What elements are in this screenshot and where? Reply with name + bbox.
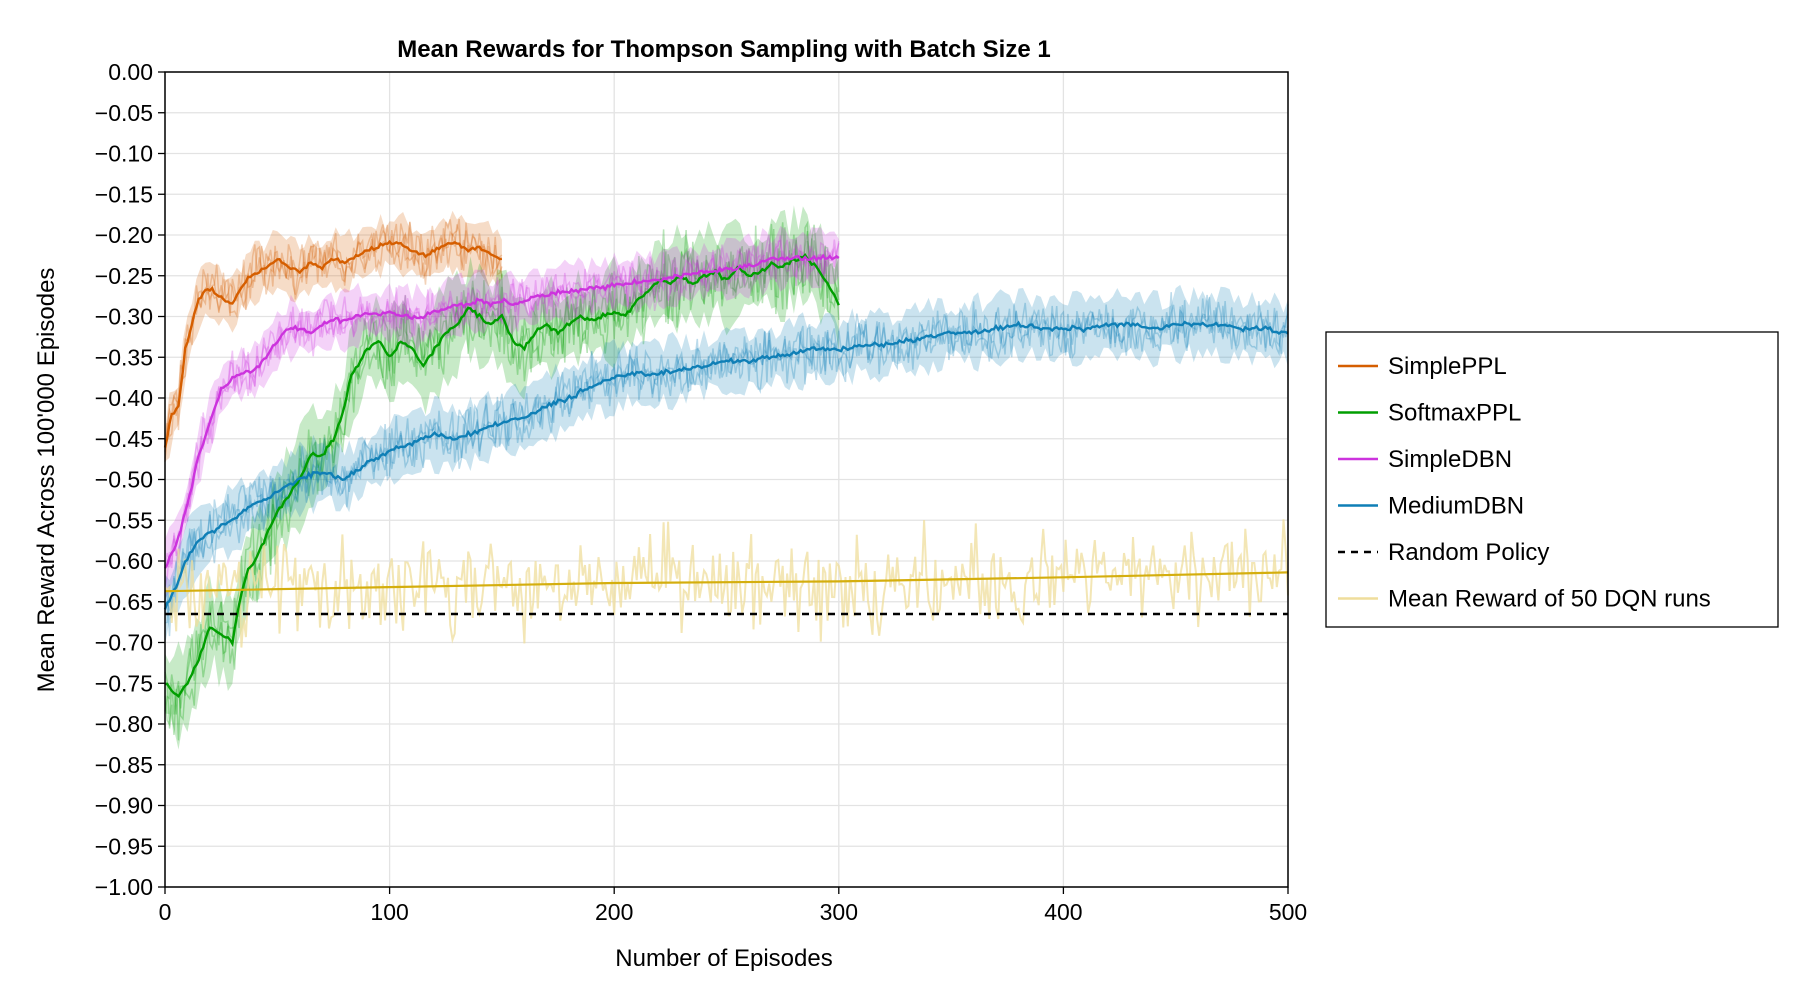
y-tick-label: −0.60 [95, 548, 153, 574]
y-tick-label: −0.95 [95, 833, 153, 859]
legend-label: Mean Reward of 50 DQN runs [1388, 586, 1711, 613]
legend-label: SimpleDBN [1388, 446, 1512, 473]
y-tick-label: −0.20 [95, 222, 153, 248]
legend-box [1325, 331, 1779, 628]
x-tick-label: 300 [820, 899, 858, 925]
y-tick-label: −0.40 [95, 385, 153, 411]
y-tick-label: −0.85 [95, 752, 153, 778]
y-axis-title: Mean Reward Across 100'000 Episodes [33, 268, 60, 693]
y-axis: 0.00 −0.05 −0.10 −0.15 −0.20 −0.25 −0.30 −0.35 −… [95, 59, 165, 900]
y-tick-label: −0.75 [95, 670, 153, 696]
y-tick-label: −0.15 [95, 181, 153, 207]
y-tick-label: −0.55 [95, 507, 153, 533]
legend: SimplePPL SoftmaxPPL SimpleDBN MediumDBN Ran… [1325, 331, 1779, 628]
x-tick-label: 400 [1044, 899, 1082, 925]
run-MediumDBN [164, 300, 1289, 614]
y-tick-label: −0.25 [95, 263, 153, 289]
x-tick-label: 0 [159, 899, 172, 925]
x-axis-title: Number of Episodes [615, 945, 832, 972]
run-SoftmaxPPL [164, 225, 840, 741]
y-tick-label: −0.45 [95, 426, 153, 452]
legend-label: SoftmaxPPL [1388, 400, 1521, 427]
y-tick-label: −0.70 [95, 630, 153, 656]
chart-title: Mean Rewards for Thompson Sampling with … [397, 36, 1050, 63]
y-tick-label: −0.35 [95, 344, 153, 370]
line-MediumDBN [163, 320, 1289, 610]
series-lines [163, 239, 1289, 698]
x-tick-label: 200 [595, 899, 633, 925]
y-tick-label: −0.10 [95, 141, 153, 167]
run-SoftmaxPPL [164, 222, 840, 715]
run-MediumDBN [164, 292, 1289, 637]
x-tick-label: 500 [1269, 899, 1307, 925]
y-tick-label: −1.00 [95, 874, 153, 900]
band-SimplePPL [165, 210, 502, 462]
run-SimpleDBN [164, 239, 840, 588]
run-SimplePPL [164, 218, 503, 459]
line-SimpleDBN [163, 253, 840, 569]
y-tick-label: −0.80 [95, 711, 153, 737]
legend-label: SimplePPL [1388, 353, 1507, 380]
y-tick-label: −0.05 [95, 100, 153, 126]
band-MediumDBN [165, 284, 1288, 646]
x-axis: 0 100 200 300 400 500 [159, 887, 1307, 925]
line-SimplePPL [163, 239, 503, 448]
y-tick-label: −0.65 [95, 589, 153, 615]
dqn-run-noise [164, 519, 1289, 648]
dqn-mean-line [164, 571, 1289, 593]
legend-label: Random Policy [1388, 539, 1549, 566]
run-SoftmaxPPL [164, 220, 840, 727]
y-tick-label: −0.50 [95, 467, 153, 493]
run-MediumDBN [164, 294, 1289, 624]
x-tick-label: 100 [370, 899, 408, 925]
run-SimplePPL [164, 219, 503, 453]
line-SoftmaxPPL [164, 253, 840, 698]
y-tick-label: 0.00 [108, 59, 153, 85]
run-SimpleDBN [164, 234, 840, 569]
legend-label: MediumDBN [1388, 493, 1524, 520]
y-tick-label: −0.90 [95, 793, 153, 819]
y-tick-label: −0.30 [95, 304, 153, 330]
